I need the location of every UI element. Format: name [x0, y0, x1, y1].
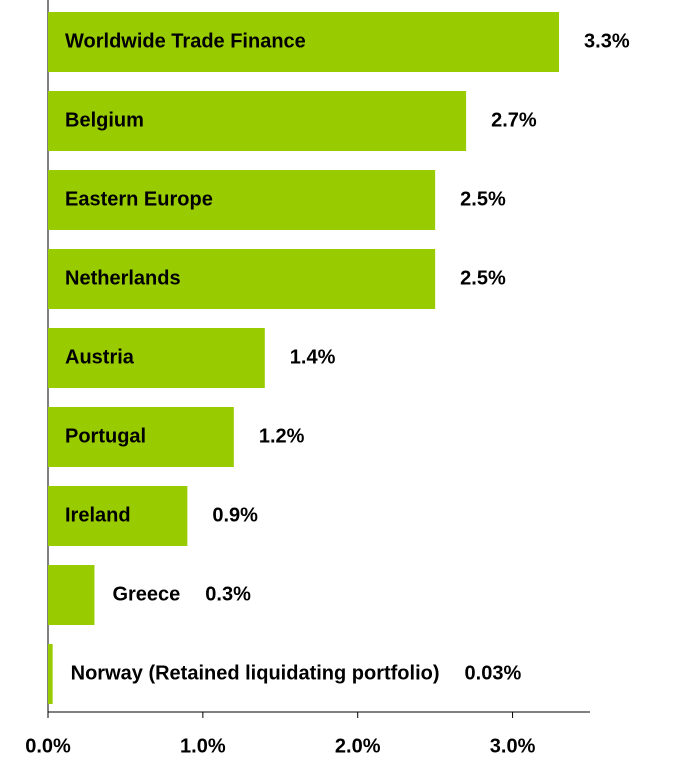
category-label: Netherlands	[65, 267, 181, 289]
value-label: 1.2%	[259, 425, 305, 447]
value-label: 3.3%	[584, 30, 630, 52]
x-tick-label: 0.0%	[25, 735, 71, 757]
bar	[48, 644, 53, 704]
x-tick-label: 3.0%	[490, 735, 536, 757]
bar	[48, 170, 436, 230]
value-label: 0.9%	[212, 504, 258, 526]
bar	[48, 407, 234, 467]
bar	[48, 565, 95, 625]
category-label: Eastern Europe	[65, 188, 213, 210]
value-label: 0.3%	[205, 583, 251, 605]
bar	[48, 249, 436, 309]
category-label: Austria	[65, 346, 135, 368]
value-label: 2.5%	[460, 267, 506, 289]
x-tick-label: 1.0%	[180, 735, 226, 757]
value-label: 2.5%	[460, 188, 506, 210]
value-label: 1.4%	[290, 346, 336, 368]
value-label: 2.7%	[491, 109, 537, 131]
category-label: Belgium	[65, 109, 144, 131]
category-label: Greece	[112, 583, 180, 605]
x-tick-label: 2.0%	[335, 735, 381, 757]
bar	[48, 486, 188, 546]
value-label: 0.03%	[465, 662, 522, 684]
category-label: Portugal	[65, 425, 146, 447]
bar	[48, 12, 560, 72]
category-label: Norway (Retained liquidating portfolio)	[71, 662, 440, 684]
bar	[48, 328, 265, 388]
category-label: Ireland	[65, 504, 131, 526]
bar	[48, 91, 467, 151]
category-label: Worldwide Trade Finance	[65, 30, 306, 52]
